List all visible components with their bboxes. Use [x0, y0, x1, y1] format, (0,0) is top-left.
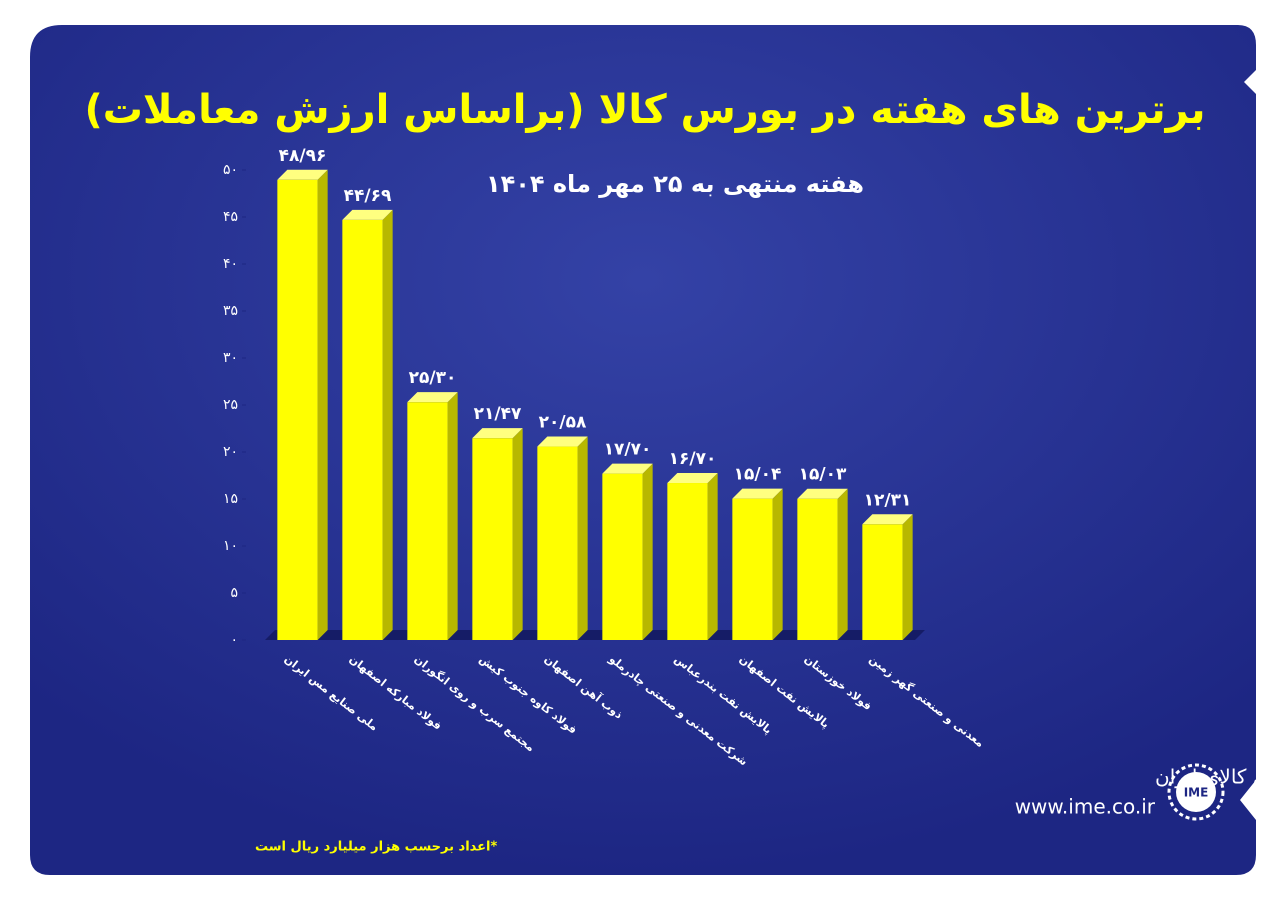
- y-tick-label: ۳۰: [223, 350, 238, 366]
- bar-top: [862, 514, 913, 525]
- y-tick-label: ۴۰: [223, 256, 238, 272]
- value-label: ۱۵/۰۴: [734, 465, 782, 485]
- chart-title: برترین های هفته در بورس کالا (براساس ارز…: [84, 87, 1205, 133]
- value-label: ۲۱/۴۷: [474, 404, 522, 424]
- bar-top: [602, 463, 653, 474]
- bar: [407, 402, 448, 640]
- bar: [537, 446, 578, 640]
- bar-side: [512, 428, 523, 640]
- value-label: ۴۸/۹۶: [279, 146, 327, 166]
- logo: [1176, 772, 1216, 812]
- bar-side: [447, 392, 458, 640]
- bar-top: [407, 392, 458, 403]
- y-tick-label: ۳۵: [223, 303, 238, 319]
- logo-ring: [1167, 763, 1225, 821]
- brand: بورس کالای ایران: [1155, 765, 1280, 789]
- value-label: ۲۰/۵۸: [539, 413, 587, 433]
- bar-top: [732, 488, 783, 499]
- value-label: ۱۵/۰۳: [799, 465, 847, 485]
- website: www.ime.co.ir: [1015, 795, 1156, 819]
- value-label: ۴۴/۶۹: [344, 186, 392, 206]
- bar-side: [317, 169, 328, 640]
- bar-top: [797, 488, 848, 499]
- bar: [277, 179, 318, 640]
- y-tick-label: ۰: [230, 632, 238, 648]
- y-tick-label: ۲۵: [223, 397, 238, 413]
- value-label: ۱۷/۷۰: [604, 440, 652, 460]
- bar-side: [707, 473, 718, 640]
- bar: [667, 483, 708, 640]
- y-tick-label: ۲۰: [223, 444, 238, 460]
- bar: [732, 498, 773, 640]
- panel: [30, 25, 1256, 875]
- footnote: *اعداد برحسب هزار میلیارد ریال است: [255, 840, 498, 855]
- bar: [797, 498, 838, 640]
- y-tick-label: ۱۰: [223, 538, 238, 554]
- bar: [342, 219, 383, 640]
- bar-side: [577, 436, 588, 640]
- bar-side: [772, 488, 783, 640]
- bar-side: [382, 209, 393, 640]
- value-label: ۱۶/۷۰: [669, 449, 717, 469]
- bar-side: [837, 488, 848, 640]
- bar-top: [472, 428, 523, 439]
- y-tick-label: ۵: [230, 585, 238, 601]
- bar: [862, 524, 903, 640]
- value-label: ۱۲/۳۱: [864, 490, 912, 510]
- logo-text: IME: [1184, 786, 1209, 800]
- bar-top: [277, 169, 328, 180]
- bar: [472, 438, 513, 640]
- bar-top: [667, 473, 718, 484]
- bar: [602, 473, 643, 640]
- y-tick-label: ۱۵: [223, 491, 238, 507]
- bar-side: [642, 463, 653, 640]
- y-tick-label: ۵۰: [223, 162, 238, 178]
- bar-side: [902, 514, 913, 640]
- bar-top: [537, 436, 588, 447]
- y-tick-label: ۴۵: [223, 209, 238, 225]
- value-label: ۲۵/۳۰: [409, 368, 457, 388]
- bar-top: [342, 209, 393, 220]
- chart-subtitle: هفته منتهی به ۲۵ مهر ماه ۱۴۰۴: [486, 170, 864, 198]
